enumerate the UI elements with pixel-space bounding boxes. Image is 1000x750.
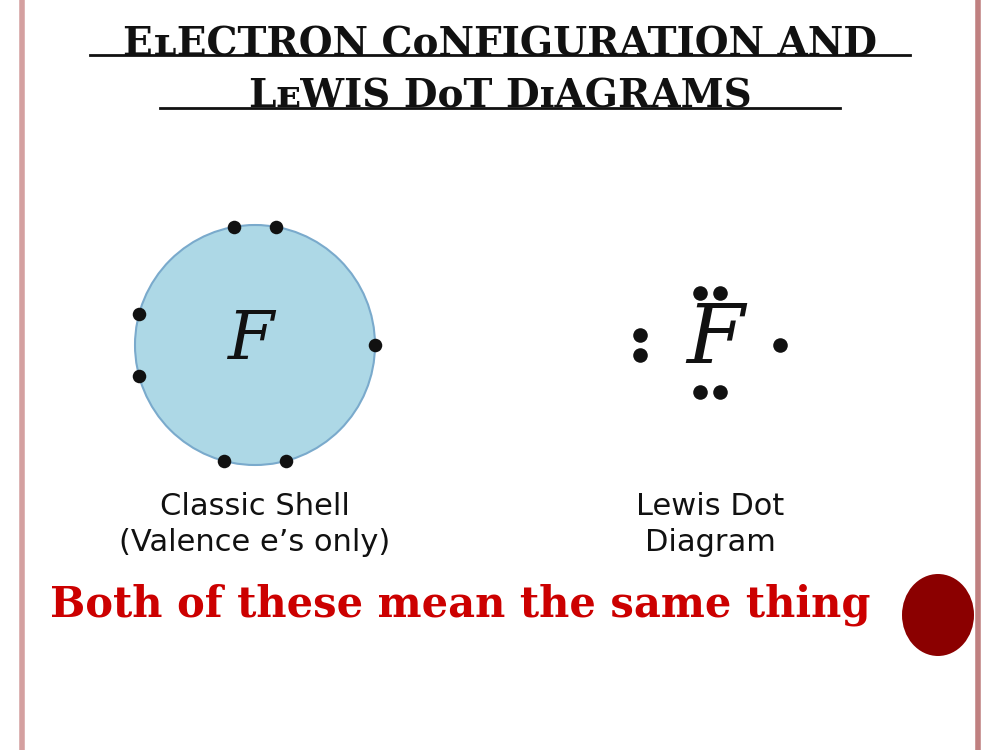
Point (712, 386, 728, 398)
Text: F: F (686, 300, 744, 380)
Point (692, 287, 708, 299)
Text: EʟECTRON CᴏNFIGURATION AND: EʟECTRON CᴏNFIGURATION AND (123, 25, 877, 63)
Point (278, 455, 294, 467)
Text: Lewis Dot: Lewis Dot (636, 492, 784, 521)
Point (692, 386, 708, 398)
Point (131, 370, 147, 382)
Ellipse shape (902, 574, 974, 656)
Text: Diagram: Diagram (645, 528, 775, 557)
Point (226, 220, 242, 232)
Point (268, 220, 284, 232)
Text: LᴇWIS DᴏT DɪAGRAMS: LᴇWIS DᴏT DɪAGRAMS (249, 78, 751, 116)
Text: Both of these mean the same thing: Both of these mean the same thing (50, 584, 870, 626)
Point (632, 329, 648, 341)
Point (712, 287, 728, 299)
Text: (Valence e’s only): (Valence e’s only) (119, 528, 391, 557)
Circle shape (135, 225, 375, 465)
Point (367, 339, 383, 351)
Point (632, 349, 648, 361)
Text: Classic Shell: Classic Shell (160, 492, 350, 521)
Text: F: F (227, 308, 273, 373)
Point (772, 339, 788, 351)
Point (131, 308, 147, 320)
Point (216, 455, 232, 467)
